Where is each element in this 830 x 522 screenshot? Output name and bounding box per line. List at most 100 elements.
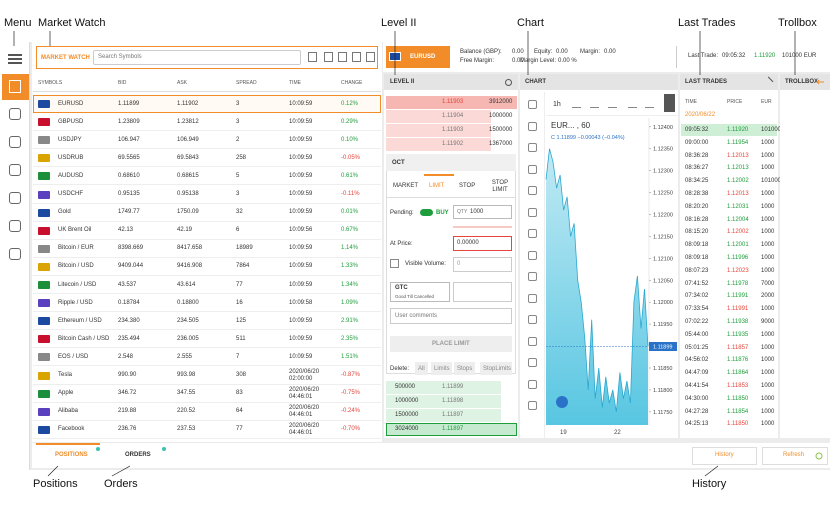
panel-header	[780, 74, 830, 90]
drawing-tool[interactable]	[528, 401, 537, 410]
menu-icon[interactable]	[9, 136, 21, 148]
order-tab[interactable]: STOP	[459, 183, 476, 189]
tif-desc: Good Till Cancelled	[395, 294, 435, 299]
market-cell: 1.11902	[177, 100, 199, 107]
market-row[interactable]	[33, 204, 381, 222]
drawing-tool[interactable]	[528, 100, 537, 109]
market-row[interactable]	[33, 348, 381, 367]
market-row[interactable]	[33, 258, 381, 276]
market-row[interactable]	[33, 294, 381, 313]
market-row[interactable]	[33, 113, 381, 132]
chart-tool[interactable]	[628, 100, 637, 108]
market-cell: 2.35%	[341, 335, 359, 342]
chart-tool[interactable]	[590, 100, 599, 108]
market-row[interactable]	[33, 276, 381, 294]
market-row[interactable]	[33, 367, 381, 385]
market-row[interactable]	[33, 149, 381, 168]
market-row[interactable]	[33, 131, 381, 150]
delete-option[interactable]	[415, 362, 428, 375]
market-cell: 8417.658	[177, 245, 203, 252]
checkbox[interactable]	[390, 259, 399, 268]
market-row[interactable]	[33, 95, 381, 113]
order-tab[interactable]: LIMIT	[429, 183, 445, 189]
symbol-icon	[38, 100, 50, 108]
bottom-tab[interactable]: POSITIONS	[55, 452, 88, 458]
market-row[interactable]	[33, 312, 381, 331]
market-cell: 43.537	[118, 281, 137, 288]
visible-volume-label: Visible Volume:	[405, 261, 446, 267]
price-box[interactable]	[453, 236, 512, 251]
drawing-tool[interactable]	[528, 336, 537, 346]
drawing-tool[interactable]	[528, 207, 537, 217]
menu-icon[interactable]	[9, 164, 21, 176]
place-button[interactable]	[390, 336, 512, 352]
search-box[interactable]	[93, 50, 301, 65]
drawing-tool[interactable]	[528, 379, 537, 389]
qty-box[interactable]	[453, 205, 512, 219]
drawing-tool[interactable]	[528, 293, 537, 303]
delete-option[interactable]	[454, 362, 475, 375]
drawing-tool[interactable]	[528, 250, 537, 260]
symbol-icon	[38, 317, 50, 326]
drawing-tool[interactable]	[528, 272, 537, 281]
market-row[interactable]	[33, 421, 381, 439]
settings-icon[interactable]	[505, 79, 512, 86]
market-row[interactable]	[33, 240, 381, 258]
market-row[interactable]	[33, 385, 381, 403]
market-row[interactable]	[33, 167, 381, 186]
drawing-tool[interactable]	[528, 315, 537, 324]
market-row[interactable]	[33, 330, 381, 349]
market-row[interactable]	[33, 403, 381, 421]
chart-tool[interactable]	[608, 100, 617, 108]
menu-icon[interactable]	[9, 108, 21, 120]
drawing-tool[interactable]	[528, 186, 537, 195]
comments-placeholder: User comments	[395, 313, 438, 319]
drawing-tool[interactable]	[528, 121, 537, 131]
trade-cell: 1.12002	[727, 229, 749, 236]
market-cell: 10:09:59	[289, 136, 313, 143]
tif-select[interactable]	[390, 282, 450, 302]
trade-cell: 05:01:25	[685, 344, 709, 351]
menu-icon[interactable]	[9, 248, 21, 260]
trade-cell: 101000	[761, 178, 782, 185]
symbol-button[interactable]	[386, 46, 450, 68]
market-row[interactable]	[33, 222, 381, 240]
bid-bar	[386, 423, 517, 436]
market-cell: 0.18800	[177, 299, 199, 306]
market-row[interactable]	[33, 186, 381, 204]
chart-tool[interactable]	[645, 100, 654, 108]
market-cell: 1.23812	[177, 118, 199, 125]
bottom-tab[interactable]: ORDERS	[125, 452, 151, 458]
delete-option[interactable]	[431, 362, 452, 375]
drawing-tool[interactable]	[528, 229, 537, 238]
toolbar-icon[interactable]	[338, 52, 347, 62]
market-cell: Gold	[58, 209, 71, 216]
market-cell: 6	[236, 227, 240, 234]
toolbar-icon[interactable]	[308, 52, 317, 62]
history-button[interactable]	[692, 447, 757, 465]
drawing-tool[interactable]	[528, 143, 537, 152]
market-cell: -0.11%	[341, 191, 360, 197]
date-box[interactable]	[453, 282, 512, 302]
menu-icon[interactable]	[9, 220, 21, 232]
chart-nav[interactable]	[664, 94, 675, 112]
volume-box[interactable]	[453, 257, 512, 272]
drawing-tool[interactable]	[528, 164, 537, 174]
order-tab[interactable]: STOP LIMIT	[491, 180, 509, 193]
toolbar-icon[interactable]	[352, 52, 361, 62]
drawing-tool[interactable]	[528, 358, 537, 367]
chart-tool[interactable]	[572, 100, 581, 108]
toolbar-icon[interactable]	[324, 52, 333, 62]
chart-quote: C 1.11899 −0.00043 (−0.04%)	[551, 135, 625, 141]
menu-icon[interactable]	[9, 192, 21, 204]
refresh-button[interactable]	[762, 447, 828, 465]
delete-option-label: Stops	[457, 366, 473, 372]
toggle[interactable]	[420, 209, 433, 216]
trade-cell: 1000	[761, 395, 775, 402]
menu-item-active[interactable]	[2, 74, 29, 100]
comments-box[interactable]	[390, 308, 512, 324]
toolbar-icon[interactable]	[366, 52, 375, 62]
delete-option[interactable]	[480, 362, 512, 375]
order-tab[interactable]: MARKET	[393, 183, 419, 189]
market-cell: 0.12%	[341, 100, 359, 107]
